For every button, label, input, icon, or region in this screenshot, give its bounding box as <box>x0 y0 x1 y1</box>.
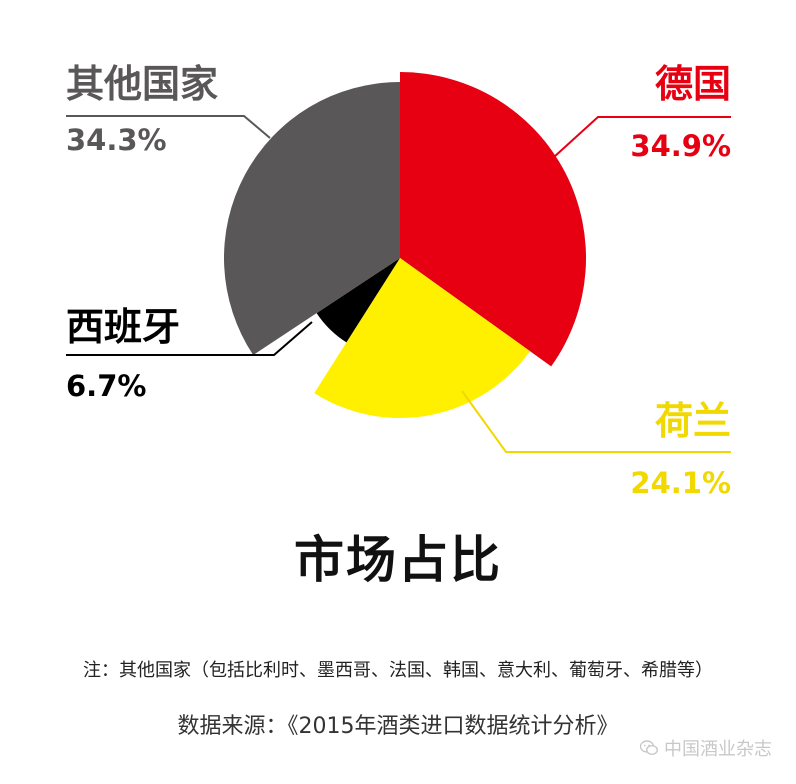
label-name-others: 其他国家 <box>66 62 218 106</box>
label-name-netherlands: 荷兰 <box>655 399 731 443</box>
label-name-spain: 西班牙 <box>66 305 180 349</box>
callout-line-netherlands <box>461 390 731 453</box>
label-pct-spain: 6.7% <box>66 369 146 403</box>
label-name-germany: 德国 <box>655 62 731 106</box>
pie-slice-spain <box>316 258 400 343</box>
chart-title: 市场占比 <box>294 531 502 589</box>
data-source: 数据来源：《2015年酒类进口数据统计分析》 <box>177 714 619 739</box>
callout-lines <box>66 115 731 453</box>
callout-line-others <box>66 115 271 139</box>
pie-slice-germany <box>400 72 586 367</box>
callout-line-spain <box>66 321 313 356</box>
pie-slice-others <box>224 82 400 356</box>
pie-slice-netherlands <box>314 258 531 419</box>
watermark-text: 中国酒业杂志 <box>664 739 772 760</box>
wechat-icon <box>639 740 659 756</box>
callout-line-germany <box>553 116 731 158</box>
footnote: 注：其他国家（包括比利时、墨西哥、法国、韩国、意大利、葡萄牙、希腊等） <box>83 660 713 681</box>
watermark: 中国酒业杂志 <box>639 735 772 761</box>
label-pct-germany: 34.9% <box>630 129 731 163</box>
label-pct-netherlands: 24.1% <box>630 466 731 500</box>
label-pct-others: 34.3% <box>66 123 167 157</box>
pie-slices <box>224 72 586 419</box>
